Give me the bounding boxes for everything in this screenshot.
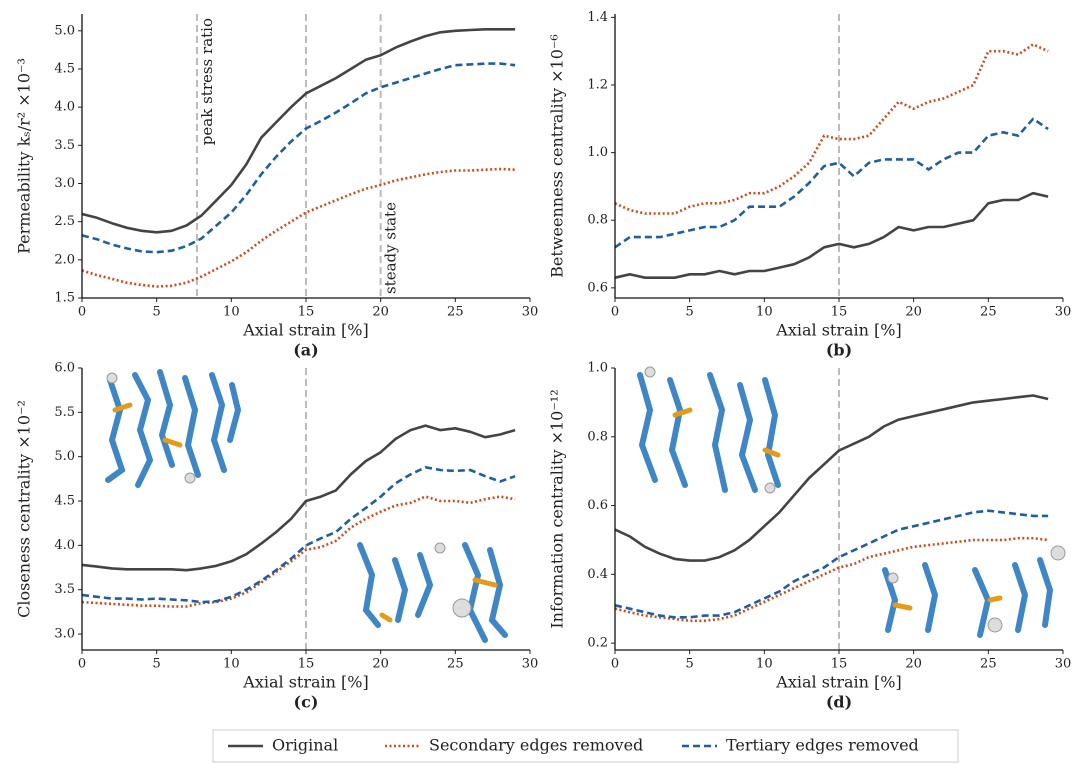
- x-axis-label: Axial strain [%]: [242, 321, 368, 340]
- x-tick-label: 10: [756, 305, 773, 320]
- series-line: [614, 191, 1049, 279]
- x-tick-label: 25: [980, 657, 997, 672]
- x-tick-label: 25: [447, 657, 464, 672]
- series-line: [614, 394, 1049, 562]
- y-tick-label: 4.0: [54, 538, 75, 553]
- chart-panel: 1.5 2.0 2.5 3.0 3.5 4.0 4.5 5.0 0 5 10 15 20 25 30 peak…: [15, 14, 539, 360]
- legend-label: Tertiary edges removed: [726, 736, 919, 755]
- y-axis-label: Permeability kₛ/r² ×10⁻³: [15, 58, 34, 254]
- y-tick-label: 1.4: [587, 10, 608, 25]
- y-tick-label: 3.0: [54, 627, 75, 642]
- y-tick-label: 0.8: [587, 429, 608, 444]
- chart-panel: 3.0 3.5 4.0 4.5 5.0 5.5 6.0 0 5 10 15 20 25 30 Axial s…: [15, 361, 539, 712]
- x-tick-label: 20: [905, 305, 922, 320]
- x-tick-label: 30: [522, 305, 539, 320]
- y-tick-label: 0.2: [587, 636, 608, 651]
- x-tick-label: 0: [611, 657, 619, 672]
- y-tick-label: 1.0: [587, 361, 608, 376]
- annotation: peak stress ratio: [198, 18, 216, 145]
- x-tick-label: 0: [78, 657, 86, 672]
- y-tick-label: 1.2: [587, 78, 608, 93]
- y-axis-label: Closeness centrality ×10⁻²: [15, 400, 34, 618]
- x-tick-label: 30: [1055, 657, 1072, 672]
- chart-panel: 0.2 0.4 0.6 0.8 1.0 0 5 10 15 20 25 30 Axial strain …: [548, 361, 1072, 712]
- x-tick-label: 10: [223, 305, 240, 320]
- y-tick-label: 3.0: [54, 176, 75, 191]
- y-tick-label: 1.5: [54, 291, 75, 306]
- y-tick-label: 0.4: [587, 567, 608, 582]
- y-tick-label: 3.5: [54, 582, 75, 597]
- x-tick-label: 10: [756, 657, 773, 672]
- x-tick-label: 5: [153, 305, 161, 320]
- x-tick-label: 0: [78, 305, 86, 320]
- series-line: [81, 167, 516, 288]
- x-axis-label: Axial strain [%]: [775, 673, 901, 692]
- y-tick-label: 3.5: [54, 138, 75, 153]
- y-tick-label: 5.0: [54, 449, 75, 464]
- x-tick-label: 25: [447, 305, 464, 320]
- panel-caption: (c): [294, 693, 319, 712]
- y-tick-label: 4.5: [54, 61, 75, 76]
- legend-label: Original: [272, 736, 338, 755]
- y-tick-label: 4.0: [54, 100, 75, 115]
- annotation: steady state: [382, 202, 400, 294]
- y-axis-label: Information centrality ×10⁻¹²: [548, 389, 567, 628]
- series-line: [81, 466, 516, 604]
- legend: Original Secondary edges removed Tertiary …: [212, 729, 959, 763]
- series-line: [614, 43, 1049, 215]
- y-tick-label: 5.0: [54, 23, 75, 38]
- x-tick-label: 15: [831, 657, 848, 672]
- panel-caption: (a): [293, 341, 319, 360]
- series-line: [81, 495, 516, 608]
- y-tick-label: 2.0: [54, 252, 75, 267]
- y-tick-label: 4.5: [54, 494, 75, 509]
- molecule-inset: [105, 366, 1066, 643]
- x-tick-label: 15: [831, 305, 848, 320]
- x-tick-label: 20: [372, 305, 389, 320]
- y-tick-label: 1.0: [587, 145, 608, 160]
- legend-label: Secondary edges removed: [429, 736, 643, 755]
- y-tick-label: 6.0: [54, 361, 75, 376]
- x-tick-label: 5: [686, 305, 694, 320]
- series-line: [614, 509, 1049, 619]
- series-line: [81, 424, 516, 572]
- y-tick-label: 2.5: [54, 214, 75, 229]
- x-tick-label: 30: [1055, 305, 1072, 320]
- series-line: [614, 117, 1049, 249]
- x-tick-label: 0: [611, 305, 619, 320]
- y-tick-label: 5.5: [54, 405, 75, 420]
- chart-panel: 0.6 0.8 1.0 1.2 1.4 0 5 10 15 20 25 30 Axial strain …: [548, 10, 1072, 360]
- x-tick-label: 15: [298, 305, 315, 320]
- x-tick-label: 5: [686, 657, 694, 672]
- x-tick-label: 20: [905, 657, 922, 672]
- legend-box: [212, 729, 959, 763]
- y-tick-label: 0.8: [587, 213, 608, 228]
- series-line: [81, 28, 516, 234]
- x-axis-label: Axial strain [%]: [242, 673, 368, 692]
- x-tick-label: 5: [153, 657, 161, 672]
- y-axis-label: Betweenness centrality ×10⁻⁶: [548, 34, 567, 278]
- series-line: [81, 62, 516, 254]
- y-tick-label: 0.6: [587, 498, 608, 513]
- x-tick-label: 15: [298, 657, 315, 672]
- panel-caption: (d): [826, 693, 852, 712]
- panel-caption: (b): [826, 341, 852, 360]
- x-axis-label: Axial strain [%]: [775, 321, 901, 340]
- x-tick-label: 25: [980, 305, 997, 320]
- x-tick-label: 30: [522, 657, 539, 672]
- y-tick-label: 0.6: [587, 280, 608, 295]
- x-tick-label: 10: [223, 657, 240, 672]
- series-line: [614, 536, 1049, 623]
- x-tick-label: 20: [372, 657, 389, 672]
